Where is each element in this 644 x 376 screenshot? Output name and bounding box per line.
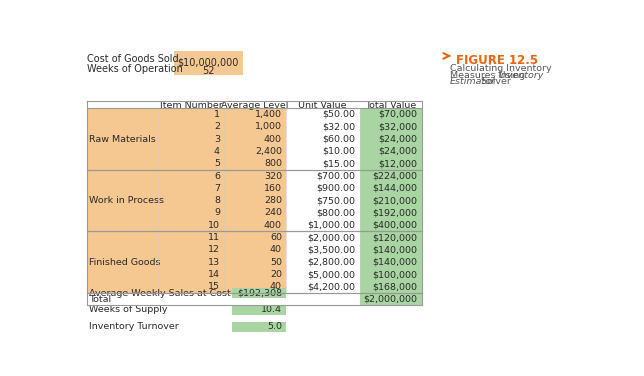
Text: 50: 50 — [270, 258, 282, 267]
Text: 12: 12 — [208, 246, 220, 255]
Text: FIGURE 12.5: FIGURE 12.5 — [455, 54, 538, 67]
Text: 3: 3 — [214, 135, 220, 144]
Text: $24,000: $24,000 — [379, 147, 417, 156]
Text: Measures Using: Measures Using — [450, 71, 528, 80]
Text: 2,400: 2,400 — [255, 147, 282, 156]
Bar — [359, 108, 422, 170]
Text: 5: 5 — [214, 159, 220, 168]
Text: Work in Process: Work in Process — [89, 196, 164, 205]
Text: Weeks of Operation: Weeks of Operation — [87, 64, 183, 74]
Text: $700.00: $700.00 — [317, 171, 355, 180]
Text: Calculating Inventory: Calculating Inventory — [450, 64, 552, 73]
Bar — [359, 232, 422, 293]
Bar — [232, 321, 286, 332]
Text: Finished Goods: Finished Goods — [89, 258, 160, 267]
Bar — [359, 293, 422, 305]
Text: Estimator: Estimator — [450, 77, 496, 86]
Text: 15: 15 — [208, 282, 220, 291]
Text: 40: 40 — [270, 282, 282, 291]
Text: 8: 8 — [214, 196, 220, 205]
Bar — [173, 51, 243, 75]
Bar — [286, 232, 359, 293]
Bar — [87, 170, 286, 232]
Text: Total: Total — [89, 295, 111, 304]
Text: 7: 7 — [214, 184, 220, 193]
Text: Total Value: Total Value — [365, 102, 416, 111]
Bar — [232, 305, 286, 315]
Bar — [359, 170, 422, 232]
Text: Raw Materials: Raw Materials — [89, 135, 156, 144]
Text: $1,000.00: $1,000.00 — [308, 221, 355, 230]
Text: 1,400: 1,400 — [255, 110, 282, 119]
Text: Average Weekly Sales at Cost: Average Weekly Sales at Cost — [89, 288, 231, 297]
Text: $32,000: $32,000 — [379, 122, 417, 131]
Text: Inventory: Inventory — [499, 71, 544, 80]
Text: $4,200.00: $4,200.00 — [308, 282, 355, 291]
Text: $192,000: $192,000 — [373, 208, 417, 217]
Bar — [286, 170, 359, 232]
Text: 10: 10 — [208, 221, 220, 230]
Text: $120,000: $120,000 — [373, 233, 417, 242]
Text: Weeks of Supply: Weeks of Supply — [89, 305, 167, 314]
Text: 320: 320 — [264, 171, 282, 180]
Text: $224,000: $224,000 — [373, 171, 417, 180]
Text: 10.4: 10.4 — [261, 305, 282, 314]
Text: 1,000: 1,000 — [255, 122, 282, 131]
Text: $15.00: $15.00 — [323, 159, 355, 168]
Text: Cost of Goods Sold: Cost of Goods Sold — [87, 55, 178, 64]
Bar — [87, 232, 286, 293]
Text: 1: 1 — [214, 110, 220, 119]
Text: $140,000: $140,000 — [373, 246, 417, 255]
Text: $2,000.00: $2,000.00 — [308, 233, 355, 242]
Text: 160: 160 — [264, 184, 282, 193]
Text: 13: 13 — [208, 258, 220, 267]
Bar — [87, 108, 286, 170]
Text: 60: 60 — [270, 233, 282, 242]
Text: 400: 400 — [264, 135, 282, 144]
Text: Unit Value: Unit Value — [298, 102, 347, 111]
Text: 9: 9 — [214, 208, 220, 217]
Text: $210,000: $210,000 — [373, 196, 417, 205]
Text: 800: 800 — [264, 159, 282, 168]
Text: 400: 400 — [264, 221, 282, 230]
Text: 20: 20 — [270, 270, 282, 279]
Text: 52: 52 — [202, 65, 214, 76]
Text: 2: 2 — [214, 122, 220, 131]
Text: Item Number: Item Number — [160, 102, 222, 111]
Bar — [232, 288, 286, 299]
Text: $24,000: $24,000 — [379, 135, 417, 144]
Text: $800.00: $800.00 — [317, 208, 355, 217]
Text: $2,000,000: $2,000,000 — [364, 295, 417, 304]
Text: 14: 14 — [208, 270, 220, 279]
Text: 6: 6 — [214, 171, 220, 180]
Text: $70,000: $70,000 — [379, 110, 417, 119]
Text: $32.00: $32.00 — [323, 122, 355, 131]
Text: 5.0: 5.0 — [267, 323, 282, 331]
Text: $60.00: $60.00 — [323, 135, 355, 144]
Text: $10.00: $10.00 — [323, 147, 355, 156]
Text: 40: 40 — [270, 246, 282, 255]
Text: 240: 240 — [264, 208, 282, 217]
Text: $10,000,000: $10,000,000 — [178, 58, 239, 68]
Text: 11: 11 — [208, 233, 220, 242]
Text: $140,000: $140,000 — [373, 258, 417, 267]
Text: $3,500.00: $3,500.00 — [307, 246, 355, 255]
Text: $750.00: $750.00 — [317, 196, 355, 205]
Text: 280: 280 — [264, 196, 282, 205]
Text: $192,308: $192,308 — [237, 288, 282, 297]
Text: Inventory Turnover: Inventory Turnover — [89, 323, 179, 331]
Text: $168,000: $168,000 — [373, 282, 417, 291]
Text: Solver: Solver — [478, 77, 511, 86]
Text: $50.00: $50.00 — [323, 110, 355, 119]
Text: Average Level: Average Level — [221, 102, 289, 111]
Text: $12,000: $12,000 — [379, 159, 417, 168]
Text: $2,800.00: $2,800.00 — [308, 258, 355, 267]
Text: $900.00: $900.00 — [317, 184, 355, 193]
Text: $100,000: $100,000 — [373, 270, 417, 279]
Text: $400,000: $400,000 — [373, 221, 417, 230]
Text: $144,000: $144,000 — [373, 184, 417, 193]
Text: $5,000.00: $5,000.00 — [308, 270, 355, 279]
Bar — [286, 108, 359, 170]
Text: 4: 4 — [214, 147, 220, 156]
